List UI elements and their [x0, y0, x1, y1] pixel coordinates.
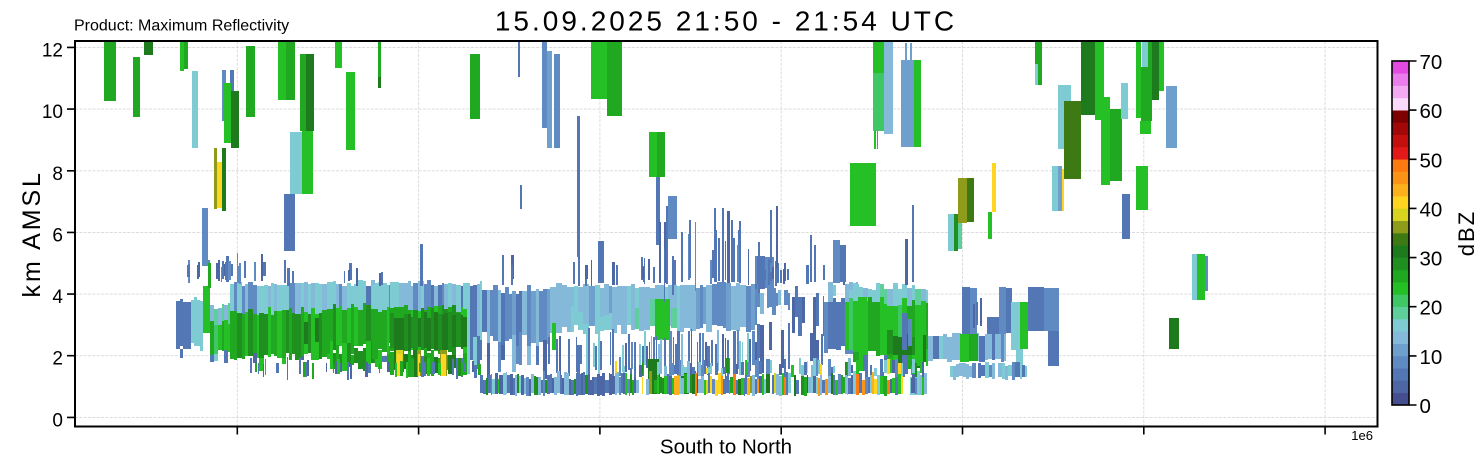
- svg-text:4: 4: [52, 287, 63, 308]
- svg-text:0: 0: [52, 410, 63, 431]
- svg-text:15.09.2025 21:50 - 21:54 UTC: 15.09.2025 21:50 - 21:54 UTC: [495, 6, 957, 37]
- svg-text:30: 30: [1420, 248, 1443, 271]
- svg-text:km AMSL: km AMSL: [18, 170, 46, 297]
- svg-text:Product: Maximum Reflectivity: Product: Maximum Reflectivity: [74, 18, 289, 35]
- svg-text:70: 70: [1420, 51, 1443, 74]
- svg-text:0: 0: [1420, 395, 1431, 418]
- svg-text:60: 60: [1420, 100, 1443, 123]
- svg-text:1e6: 1e6: [1351, 428, 1373, 443]
- svg-text:South to North: South to North: [660, 436, 792, 459]
- svg-text:50: 50: [1420, 149, 1443, 172]
- svg-text:12: 12: [42, 40, 63, 61]
- svg-text:10: 10: [42, 102, 63, 123]
- svg-text:8: 8: [52, 164, 63, 185]
- svg-text:20: 20: [1420, 297, 1443, 320]
- svg-text:10: 10: [1420, 346, 1443, 369]
- svg-text:40: 40: [1420, 198, 1443, 221]
- svg-text:2: 2: [52, 349, 63, 370]
- svg-text:dBZ: dBZ: [1454, 210, 1479, 256]
- svg-text:6: 6: [52, 225, 63, 246]
